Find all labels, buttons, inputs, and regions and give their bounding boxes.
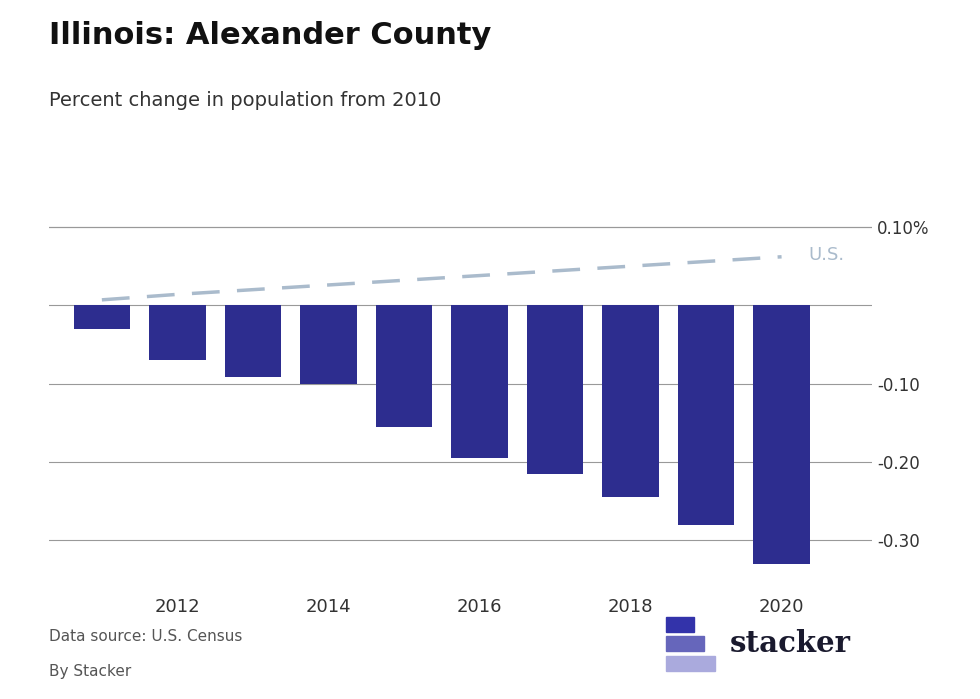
Bar	[149, 305, 206, 360]
Text: U.S.: U.S.	[808, 246, 844, 264]
Bar	[451, 305, 508, 458]
Bar	[602, 305, 659, 497]
Bar	[224, 305, 281, 377]
Bar	[754, 305, 809, 563]
Bar	[300, 305, 357, 384]
Bar	[526, 305, 583, 474]
Text: Illinois: Alexander County: Illinois: Alexander County	[49, 21, 491, 50]
Bar	[74, 305, 130, 329]
Text: By Stacker: By Stacker	[49, 664, 131, 679]
Text: stacker: stacker	[730, 629, 851, 658]
Bar	[678, 305, 734, 524]
Text: Data source: U.S. Census: Data source: U.S. Census	[49, 629, 242, 644]
Text: Percent change in population from 2010: Percent change in population from 2010	[49, 91, 441, 110]
Bar	[375, 305, 432, 426]
